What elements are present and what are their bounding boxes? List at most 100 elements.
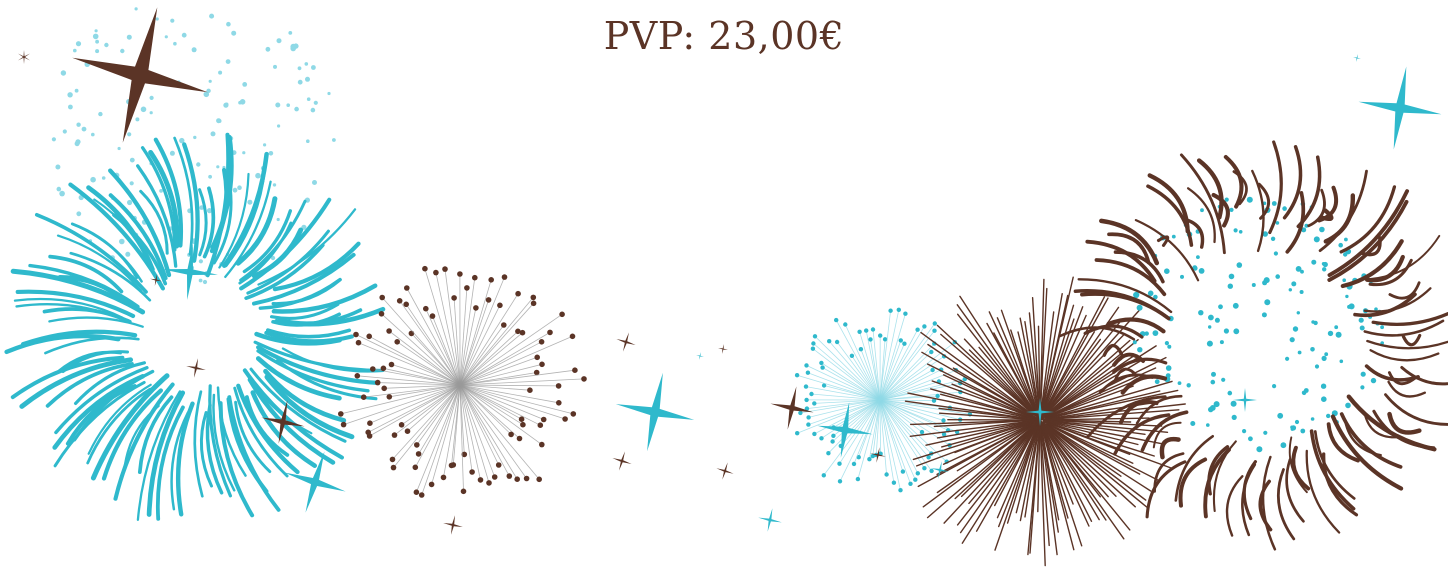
firework-ray (931, 380, 1039, 420)
firework-dot (1196, 255, 1200, 259)
firework-ray (443, 384, 461, 478)
firework-dot (199, 205, 204, 210)
firework-dot (537, 422, 544, 429)
firework-dot (149, 111, 153, 115)
firework-ray (1010, 329, 1039, 414)
firework-ray (459, 384, 566, 420)
firework-dot (1232, 302, 1239, 309)
firework-streak (212, 186, 233, 265)
firework-streak (1363, 319, 1445, 337)
firework-ray (879, 381, 940, 401)
firework-streak (216, 386, 247, 477)
firework-ray (459, 384, 481, 480)
firework-dot (572, 367, 578, 374)
firework-streak (28, 263, 140, 309)
firework-dot (812, 431, 817, 437)
firework-ray (1042, 420, 1134, 464)
firework-ray (1042, 338, 1102, 416)
firework-ray (963, 338, 1039, 419)
firework-dot (1339, 359, 1344, 364)
sparkle-star-icon (817, 402, 873, 458)
firework-ray (1043, 423, 1117, 497)
firework-dot (1321, 355, 1327, 361)
firework-dot (94, 29, 98, 33)
firework-dot (547, 329, 553, 336)
firework-ray (1042, 420, 1164, 445)
firework-dot (1164, 341, 1169, 346)
firework-ray (369, 335, 461, 386)
firework-dot (1290, 425, 1294, 429)
firework-streak (205, 403, 224, 495)
firework-dot (276, 38, 282, 44)
firework-ray (879, 378, 965, 401)
firework-dot (569, 333, 576, 340)
firework-streak (175, 401, 195, 517)
firework-ray (968, 349, 1035, 415)
firework-ray (1039, 331, 1096, 420)
firework-dot (908, 481, 913, 486)
firework-dot (374, 379, 381, 386)
firework-dot (930, 367, 935, 373)
firework-ray (1039, 419, 1050, 547)
firework-streak (263, 368, 347, 423)
firework-ray (916, 420, 1038, 467)
firework-ray (1040, 427, 1058, 556)
sparkle-star-icon (758, 508, 782, 532)
firework-streak (258, 277, 342, 310)
firework-ray (1028, 312, 1040, 413)
firework-streak (1361, 236, 1382, 257)
firework-dot (134, 7, 138, 11)
firework-ray (459, 384, 530, 391)
firework-dot (870, 327, 876, 332)
firework-dot (485, 297, 492, 303)
firework-ray (879, 399, 945, 435)
firework-dot (834, 317, 839, 323)
firework-dot (581, 376, 587, 382)
firework-dot (837, 461, 842, 466)
firework-dot (1261, 312, 1267, 318)
firework-dot (76, 211, 82, 217)
firework-ray (1040, 425, 1060, 533)
firework-ray (459, 363, 543, 386)
firework-dot (811, 341, 816, 346)
firework-streak (257, 208, 357, 286)
firework-ray (925, 421, 1033, 446)
firework-streak (108, 168, 172, 278)
firework-dot (210, 131, 216, 137)
firework-dot (1180, 274, 1184, 279)
firework-dot (570, 411, 577, 417)
firework-dot (929, 468, 934, 474)
firework-ray (994, 428, 1037, 507)
firework-streak (1099, 218, 1160, 266)
firework-ray (828, 399, 881, 454)
firework-dot (386, 328, 392, 334)
firework-dot (821, 473, 826, 478)
firework-dot (556, 400, 562, 406)
firework-dot (1310, 347, 1315, 352)
firework-dot (1360, 371, 1366, 377)
brown-streak-burst-right (1058, 140, 1448, 551)
firework-streak (266, 328, 352, 339)
firework-dot (555, 383, 562, 389)
firework-dot (379, 294, 386, 301)
firework-dot (804, 397, 809, 403)
firework-ray (930, 388, 1039, 421)
firework-ray (812, 348, 881, 401)
firework-ray (936, 423, 1033, 476)
firework-dot (902, 341, 907, 346)
firework-dot (922, 324, 927, 329)
firework-dot (1358, 317, 1364, 323)
firework-dot (837, 479, 843, 484)
firework-ray (459, 378, 585, 386)
firework-ray (381, 297, 461, 386)
firework-dot (820, 365, 825, 370)
firework-streak (236, 383, 300, 475)
firework-dot (365, 429, 372, 436)
firework-ray (879, 399, 916, 480)
sparkle-star-icon (1233, 388, 1257, 412)
firework-dot (891, 480, 897, 485)
firework-streak (1387, 371, 1417, 386)
firework-dot (276, 217, 280, 222)
firework-dot (804, 406, 810, 411)
firework-ray (879, 330, 935, 401)
